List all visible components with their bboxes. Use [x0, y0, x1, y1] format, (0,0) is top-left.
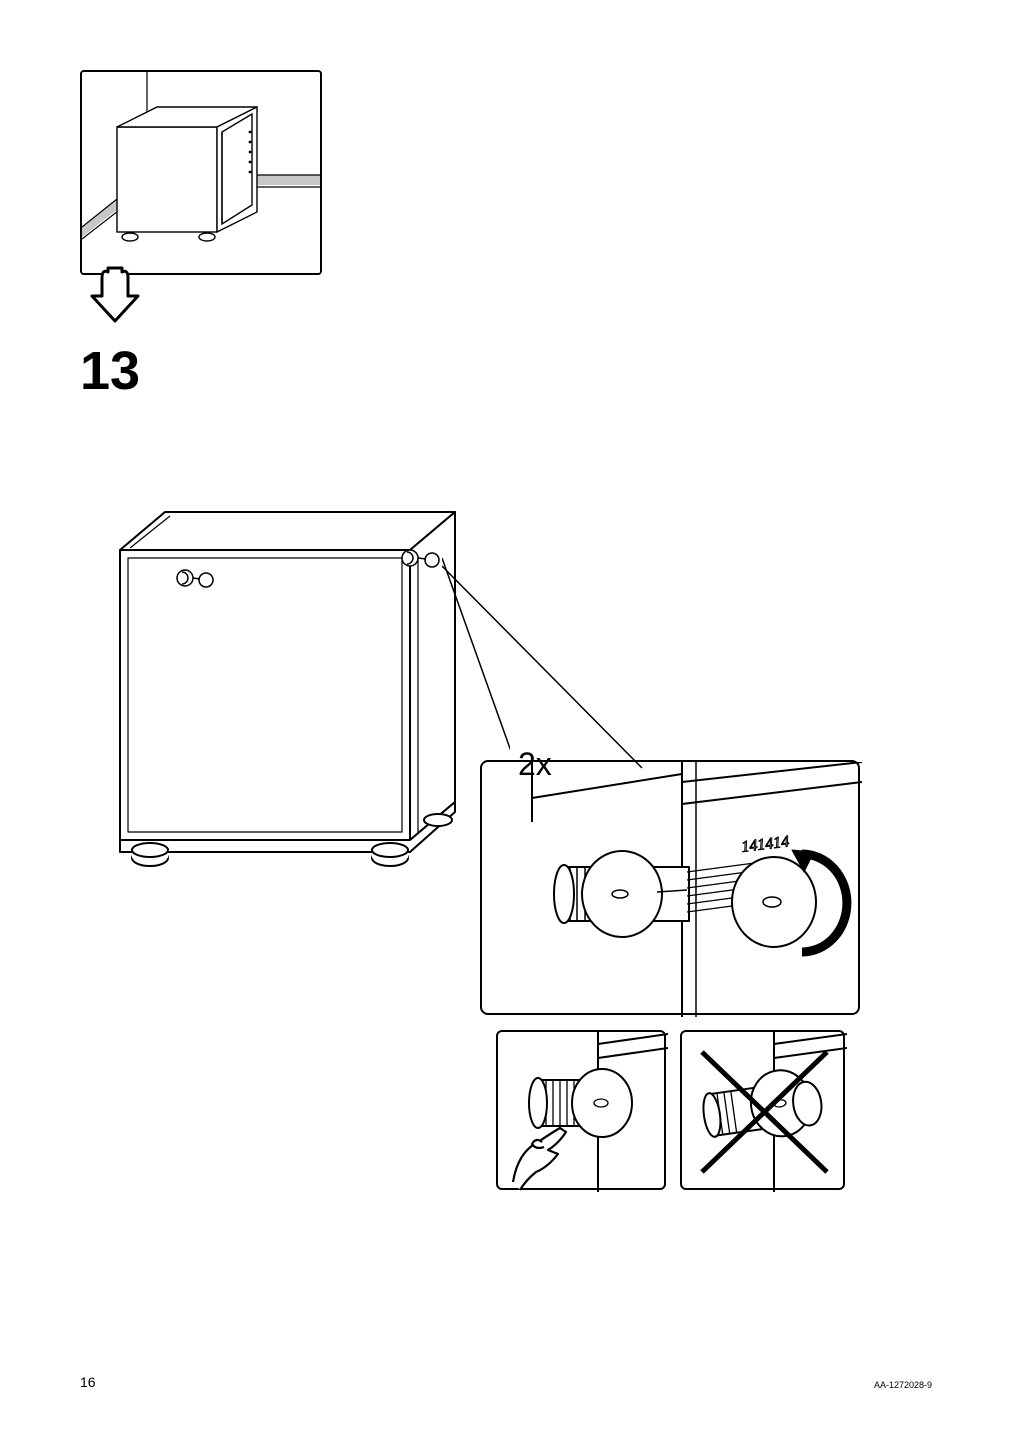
- step-number: 13: [80, 340, 140, 402]
- detail-callout: 141414: [480, 760, 860, 1015]
- wrong-usage-illustration: [680, 1030, 845, 1190]
- continue-arrow-icon: [90, 266, 140, 326]
- part-number: 141414: [740, 833, 790, 856]
- main-cabinet-illustration: [110, 500, 490, 880]
- context-illustration: [80, 70, 322, 275]
- document-id: AA-1272028-9: [874, 1380, 932, 1390]
- correct-usage-illustration: [496, 1030, 666, 1190]
- callout-leader-line: [442, 558, 652, 778]
- page-number: 16: [80, 1374, 96, 1390]
